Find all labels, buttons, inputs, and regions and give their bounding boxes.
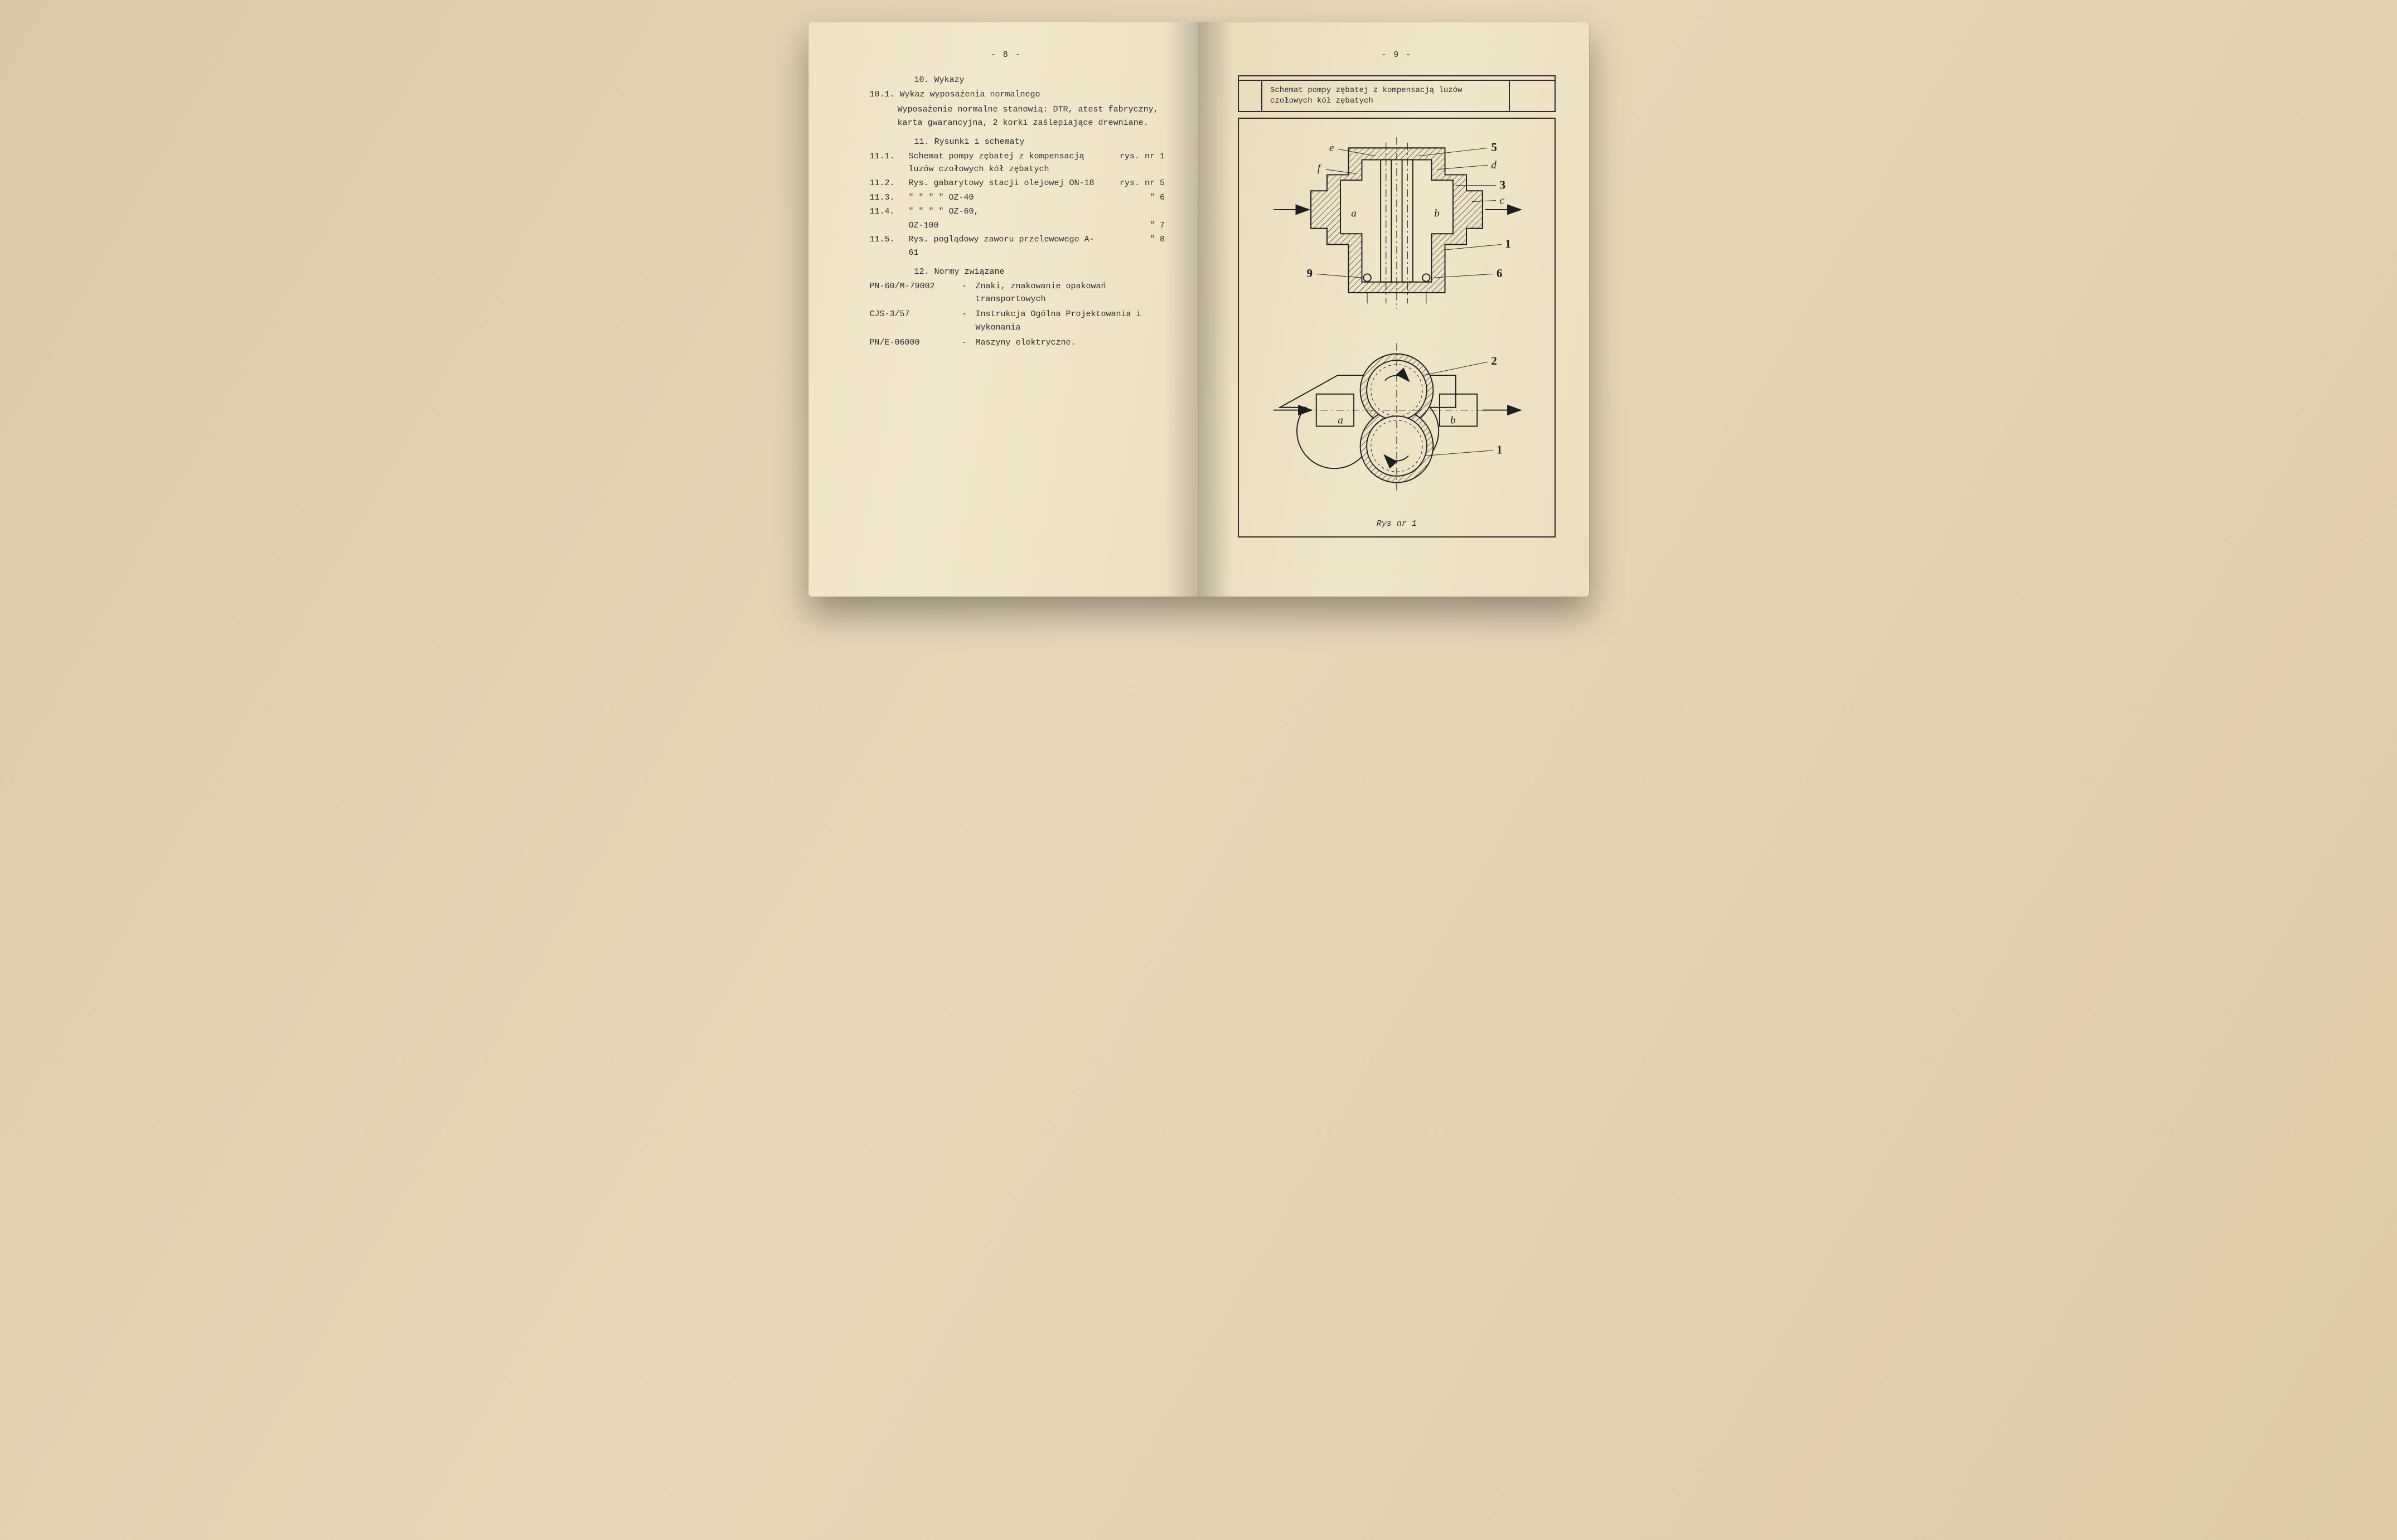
spine-shadow [1199, 22, 1232, 597]
label-b-top: b [1434, 207, 1440, 219]
row-ref: rys. nr 5 [1103, 177, 1165, 190]
drawing-title-block: Schemat pompy zębatej z kompensacją luzó… [1238, 75, 1556, 112]
norm-code: PN/E-06000 [870, 336, 953, 349]
drawing-frame: a b 5 d 3 c 1 6 e [1238, 118, 1556, 537]
label-a-top: a [1351, 207, 1357, 219]
row-num [870, 219, 909, 232]
norms-list: PN-60/M-79002-Znaki, znakowanie opakowań… [848, 280, 1165, 349]
row-ref [1103, 205, 1165, 218]
row-num: 11.3. [870, 191, 909, 204]
drawings-list-row: 11.1.Schemat pompy zębatej z kompensacją… [870, 150, 1165, 176]
norm-desc: Znaki, znakowanie opakowań transportowyc… [976, 280, 1165, 306]
row-num: 11.2. [870, 177, 909, 190]
book-spread: - 8 - 10. Wykazy 10.1. Wykaz wyposażenia… [808, 22, 1589, 597]
callout-1-bot: 1 [1497, 443, 1503, 456]
callout-d: d [1491, 159, 1497, 171]
drawings-list-row: 11.2.Rys. gabarytowy stacji olejowej ON-… [870, 177, 1165, 190]
callout-5: 5 [1491, 141, 1497, 154]
norm-row: CJS-3/57-Instrukcja Ogólna Projektowania… [870, 308, 1165, 334]
norm-row: PN-60/M-79002-Znaki, znakowanie opakowań… [870, 280, 1165, 306]
drawings-list-row: OZ-100" 7 [870, 219, 1165, 232]
row-ref: " 7 [1103, 219, 1165, 232]
right-page: - 9 - Schemat pompy zębatej z kompensacj… [1198, 22, 1589, 597]
section-10-1-head: 10.1. Wykaz wyposażenia normalnego [870, 88, 1165, 101]
row-ref: rys. nr 1 [1103, 150, 1165, 176]
gear-pump-plan-view: a b 2 1 [1257, 343, 1536, 493]
row-num: 11.1. [870, 150, 909, 176]
row-num: 11.5. [870, 233, 909, 259]
drawings-list: 11.1.Schemat pompy zębatej z kompensacją… [848, 150, 1165, 259]
callout-6: 6 [1497, 267, 1503, 280]
page-number-left: - 8 - [848, 50, 1165, 60]
norm-desc: Maszyny elektryczne. [976, 336, 1165, 349]
callout-f: f [1317, 162, 1321, 174]
callout-c: c [1499, 195, 1504, 206]
drawing-title: Schemat pompy zębatej z kompensacją luzó… [1262, 81, 1509, 111]
spine-shadow [1165, 22, 1198, 597]
row-text: " " " " OZ-60, [909, 205, 1104, 218]
callout-1-top: 1 [1505, 237, 1511, 250]
norm-code: PN-60/M-79002 [870, 280, 953, 306]
label-a-bot: a [1338, 414, 1343, 426]
page-number-right: - 9 - [1238, 50, 1556, 60]
callout-e: e [1329, 142, 1334, 154]
drawings-list-row: 11.4." " " " OZ-60, [870, 205, 1165, 218]
section-10-title: 10. Wykazy [914, 75, 1165, 85]
row-text: Rys. gabarytowy stacji olejowej ON-18 [909, 177, 1104, 190]
section-10-1-body: Wyposażenie normalne stanowią: DTR, ates… [898, 103, 1165, 129]
label-b-bot: b [1450, 414, 1456, 426]
drawings-list-row: 11.5.Rys. poglądowy zaworu przelewowego … [870, 233, 1165, 259]
norm-row: PN/E-06000-Maszyny elektryczne. [870, 336, 1165, 349]
row-num: 11.4. [870, 205, 909, 218]
row-text: " " " " OZ-40 [909, 191, 1104, 204]
norm-code: CJS-3/57 [870, 308, 953, 334]
row-text: OZ-100 [909, 219, 1104, 232]
figure-caption: Rys nr 1 [1377, 519, 1417, 529]
drawings-list-row: 11.3." " " " OZ-40" 6 [870, 191, 1165, 204]
section-12-title: 12. Normy związane [914, 267, 1165, 277]
row-text: Schemat pompy zębatej z kompensacją luzó… [909, 150, 1104, 176]
callout-9: 9 [1306, 267, 1313, 280]
section-11-title: 11. Rysunki i schematy [914, 137, 1165, 147]
callout-2: 2 [1491, 354, 1497, 367]
left-page: - 8 - 10. Wykazy 10.1. Wykaz wyposażenia… [808, 22, 1199, 597]
row-ref: " 6 [1103, 191, 1165, 204]
row-ref: " 8 [1103, 233, 1165, 259]
callout-3: 3 [1499, 178, 1505, 191]
gear-pump-cross-section: a b 5 d 3 c 1 6 e [1257, 125, 1536, 321]
row-text: Rys. poglądowy zaworu przelewowego A-61 [909, 233, 1104, 259]
norm-desc: Instrukcja Ogólna Projektowania i Wykona… [976, 308, 1165, 334]
